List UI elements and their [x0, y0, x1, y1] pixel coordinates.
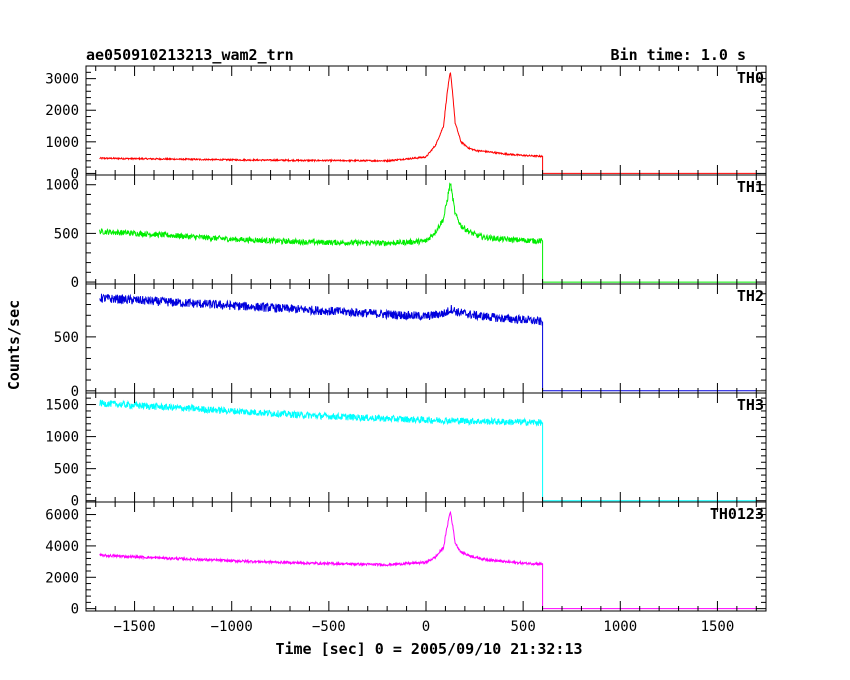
y-tick-label: 0 [71, 602, 79, 618]
y-tick-label: 500 [54, 226, 79, 242]
panel-th1: TH1 0 500 1000 [45, 174, 767, 291]
series-line-th2 [99, 293, 757, 392]
y-tick-label: 1000 [45, 135, 79, 151]
panel-th0: TH0 0 1000 2000 3000 [45, 65, 767, 182]
panel-label: TH3 [737, 396, 764, 414]
x-tick-label: 1500 [701, 619, 735, 635]
y-tick-label: 1000 [45, 178, 79, 194]
series-line-th3 [99, 399, 757, 502]
x-tick-label: 500 [510, 619, 535, 635]
series-line-th0123 [99, 510, 757, 610]
panel-label: TH0 [737, 69, 764, 87]
y-tick-label: 0 [71, 384, 79, 400]
y-tick-label: 4000 [45, 539, 79, 555]
y-axis-label: Counts/sec [5, 300, 23, 390]
panel-th0123: TH0123 0 2000 4000 6000 [45, 501, 767, 618]
panel-label: TH2 [737, 287, 764, 305]
y-tick-label: 0 [71, 166, 79, 182]
panel-label: TH0123 [710, 505, 764, 523]
y-tick-label: 2000 [45, 103, 79, 119]
bin-time-label: Bin time: 1.0 s [611, 46, 746, 64]
panel-label: TH1 [737, 178, 764, 196]
y-tick-label: 1500 [45, 398, 79, 414]
y-tick-label: 500 [54, 462, 79, 478]
panel-frame [85, 392, 767, 503]
y-tick-label: 0 [71, 494, 79, 510]
y-tick-label: 500 [54, 330, 79, 346]
y-tick-label: 1000 [45, 430, 79, 446]
panels-group: TH00100020003000TH105001000TH20500TH3050… [45, 65, 767, 635]
x-tick-label: 1000 [603, 619, 637, 635]
panel-frame [85, 501, 767, 612]
x-tick-label: −1500 [113, 619, 155, 635]
panel-frame [85, 174, 767, 285]
panel-th2: TH2 0 500 [54, 283, 767, 400]
x-tick-label: 0 [422, 619, 430, 635]
y-tick-label: 6000 [45, 508, 79, 524]
chart-title: ae050910213213_wam2_trn [86, 46, 294, 64]
series-line-th0 [99, 72, 757, 174]
y-tick-label: 0 [71, 275, 79, 291]
series-line-th1 [99, 182, 757, 283]
panel-th3: TH3 0 500 1000 1500 [45, 392, 767, 510]
x-tick-label: −1000 [211, 619, 253, 635]
x-tick-label: −500 [312, 619, 346, 635]
x-axis-label: Time [sec] 0 = 2005/09/10 21:32:13 [275, 640, 582, 658]
y-tick-label: 3000 [45, 72, 79, 88]
y-tick-label: 2000 [45, 570, 79, 586]
